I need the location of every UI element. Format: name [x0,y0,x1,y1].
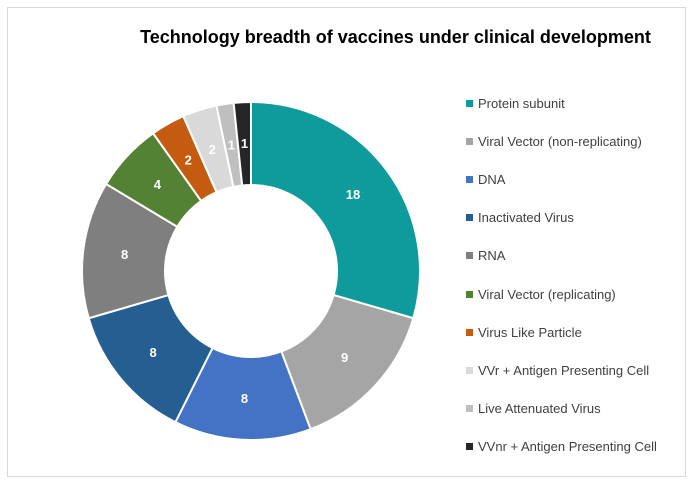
legend-swatch [466,99,473,107]
legend-item-2: DNA [466,169,505,189]
legend-item-1: Viral Vector (non-replicating) [466,131,642,151]
legend-label: Live Attenuated Virus [478,401,601,417]
slice-value-label-4: 8 [121,247,128,262]
legend-item-5: Viral Vector (replicating) [466,284,616,304]
legend-item-9: VVnr + Antigen Presenting Cell [466,437,657,457]
legend-label: Viral Vector (non-replicating) [478,133,642,149]
legend-label: Viral Vector (replicating) [478,286,616,302]
legend-item-4: RNA [466,246,505,266]
legend-item-3: Inactivated Virus [466,208,574,228]
legend-swatch [466,137,473,145]
slice-value-label-9: 1 [241,136,248,151]
legend-label: RNA [478,248,506,264]
legend-label: Inactivated Virus [478,210,574,226]
legend-swatch [466,366,473,374]
slice-value-label-5: 4 [154,177,162,192]
slice-value-label-8: 1 [228,138,235,153]
chart-title: Technology breadth of vaccines under cli… [140,27,651,47]
legend-swatch [466,405,473,413]
legend-label: DNA [478,171,506,187]
legend-item-0: Protein subunit [466,93,565,113]
legend-label: VVr + Antigen Presenting Cell [478,362,650,378]
legend-item-6: Virus Like Particle [466,322,582,342]
legend-swatch [466,214,473,222]
legend-item-7: VVr + Antigen Presenting Cell [466,360,649,380]
donut-slice-0 [250,100,421,320]
slice-value-label-1: 9 [341,350,348,365]
legend-label: Protein subunit [478,95,565,111]
slice-value-label-7: 2 [209,142,216,157]
legend-swatch [466,252,473,260]
donut-slice-9 [232,100,252,187]
slice-value-label-3: 8 [149,345,156,360]
legend-swatch [466,290,473,298]
legend-swatch [466,328,473,336]
legend-label: Virus Like Particle [478,324,582,340]
legend-label: VVnr + Antigen Presenting Cell [478,439,657,455]
legend-item-8: Live Attenuated Virus [466,399,601,419]
slice-value-label-6: 2 [185,153,192,168]
legend-swatch [466,443,473,451]
slice-value-label-2: 8 [241,391,248,406]
legend-swatch [466,175,473,183]
slice-value-label-0: 18 [346,187,360,202]
